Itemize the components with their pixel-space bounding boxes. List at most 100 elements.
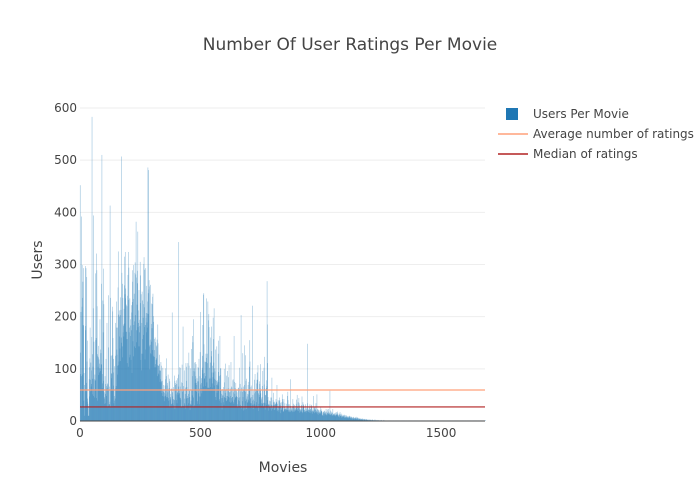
bar xyxy=(262,370,264,421)
bar xyxy=(231,400,233,421)
bar xyxy=(185,408,186,421)
bar xyxy=(143,307,145,421)
bar xyxy=(127,295,128,421)
bar xyxy=(190,404,192,421)
bar xyxy=(124,323,126,421)
bar xyxy=(84,385,85,421)
bar xyxy=(148,314,149,421)
bar xyxy=(325,409,327,421)
bar xyxy=(371,419,373,421)
bar xyxy=(228,377,229,421)
bar xyxy=(109,386,110,421)
bar xyxy=(277,409,278,421)
bar xyxy=(158,374,160,421)
bar xyxy=(144,327,145,421)
bar xyxy=(259,381,260,421)
bar xyxy=(100,370,102,421)
bar xyxy=(140,303,141,421)
bar xyxy=(330,414,331,421)
bar xyxy=(292,399,294,421)
bar xyxy=(119,336,120,421)
bar xyxy=(199,352,201,421)
bar xyxy=(199,376,201,421)
bar xyxy=(186,398,188,421)
bar xyxy=(157,365,158,421)
bar xyxy=(255,404,257,421)
bar xyxy=(330,410,331,421)
bar xyxy=(301,405,302,421)
bar xyxy=(129,357,130,421)
bar xyxy=(318,412,319,421)
x-axis-title: Movies xyxy=(259,460,308,476)
bar xyxy=(240,315,242,421)
bar xyxy=(236,390,238,421)
bar xyxy=(307,411,309,421)
bar xyxy=(272,400,274,421)
bar xyxy=(108,404,110,421)
bar xyxy=(136,330,138,421)
bar xyxy=(242,401,243,421)
bar xyxy=(288,404,289,421)
bar xyxy=(286,407,288,421)
bar xyxy=(299,409,300,421)
bar xyxy=(347,416,348,421)
bar xyxy=(285,409,286,421)
bar xyxy=(325,412,326,421)
bar xyxy=(182,326,184,421)
bar xyxy=(126,363,128,421)
bar xyxy=(162,390,163,421)
bar xyxy=(84,391,86,421)
bar xyxy=(139,332,141,421)
bar xyxy=(146,285,147,421)
bar xyxy=(272,406,273,421)
bar xyxy=(86,361,88,421)
bar xyxy=(120,297,121,421)
bar xyxy=(126,306,128,421)
bar xyxy=(96,306,98,421)
bar xyxy=(124,251,126,421)
bar xyxy=(108,405,110,421)
bar xyxy=(334,414,336,421)
bar xyxy=(354,417,356,421)
bar xyxy=(181,382,182,421)
bar xyxy=(105,383,107,421)
bar xyxy=(139,261,141,421)
bar xyxy=(322,415,323,421)
bar xyxy=(94,374,96,421)
bar xyxy=(168,398,169,421)
bar xyxy=(213,308,215,421)
bar xyxy=(260,364,261,421)
bar xyxy=(259,383,261,421)
bar xyxy=(276,403,277,421)
bar xyxy=(344,417,345,421)
bar xyxy=(110,297,111,421)
bar xyxy=(193,407,195,421)
bar xyxy=(178,374,179,421)
bar xyxy=(169,397,171,421)
bar xyxy=(112,311,114,421)
bar xyxy=(143,257,145,421)
bar xyxy=(326,414,327,421)
bar xyxy=(93,395,95,421)
bar xyxy=(174,408,176,421)
bar xyxy=(129,327,130,421)
bar xyxy=(343,415,345,421)
bar xyxy=(93,379,95,421)
bar xyxy=(267,363,268,421)
bar xyxy=(231,386,232,421)
bar xyxy=(299,405,300,421)
bar xyxy=(166,397,167,421)
bar xyxy=(296,399,297,421)
bar xyxy=(96,270,98,421)
bar xyxy=(218,371,219,421)
bar xyxy=(81,407,82,421)
bar xyxy=(216,385,217,421)
y-tick-label: 100 xyxy=(54,362,77,376)
bar xyxy=(130,330,132,421)
bar xyxy=(117,287,119,421)
bar xyxy=(278,406,279,421)
legend[interactable]: Users Per Movie Average number of ratings… xyxy=(498,107,694,161)
bar xyxy=(101,154,103,421)
bar xyxy=(274,410,276,421)
legend-swatch-bar xyxy=(506,108,518,120)
